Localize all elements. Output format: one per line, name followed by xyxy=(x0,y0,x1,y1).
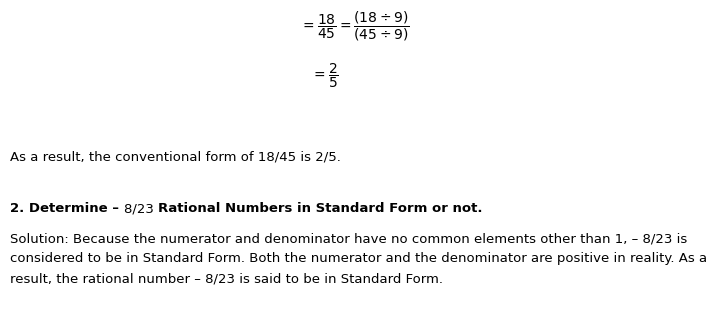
Text: result, the rational number – 8/23 is said to be in Standard Form.: result, the rational number – 8/23 is sa… xyxy=(10,272,443,285)
Text: $\mathsf{= \dfrac{18}{45} = \dfrac{(18 \div 9)}{(45 \div 9)}}$: $\mathsf{= \dfrac{18}{45} = \dfrac{(18 \… xyxy=(300,10,410,43)
Text: Rational Numbers in Standard Form or not.: Rational Numbers in Standard Form or not… xyxy=(157,202,482,215)
Text: Solution: Because the numerator and denominator have no common elements other th: Solution: Because the numerator and deno… xyxy=(10,232,687,245)
Text: 8/23: 8/23 xyxy=(123,202,157,215)
Text: 2. Determine –: 2. Determine – xyxy=(10,202,123,215)
Text: $\mathsf{= \dfrac{2}{5}}$: $\mathsf{= \dfrac{2}{5}}$ xyxy=(311,62,339,90)
Text: As a result, the conventional form of 18/45 is 2/5.: As a result, the conventional form of 18… xyxy=(10,150,341,163)
Text: considered to be in Standard Form. Both the numerator and the denominator are po: considered to be in Standard Form. Both … xyxy=(10,252,707,265)
